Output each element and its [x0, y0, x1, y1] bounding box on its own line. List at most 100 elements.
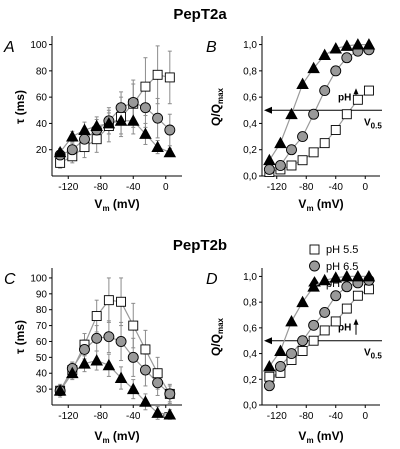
panel-b-point-ph55 [330, 125, 341, 135]
panel-d-point-ph55 [297, 346, 308, 356]
panel-b-point-ph65 [308, 108, 320, 120]
panel-d-point-ph76 [263, 359, 276, 372]
panel-a-point-ph76 [163, 145, 177, 158]
panel-b-point-ph76 [296, 77, 309, 89]
panel-a-ylabel: τ (ms) [13, 90, 27, 124]
panel-d-xtick-label: -80 [299, 411, 314, 422]
panel-a: A 20 40 60 80 100 -120 -80 -40 0 Vm (mV) τ (ms) [3, 36, 182, 213]
panel-b-ytick-label: 1,0 [243, 40, 257, 51]
legend-label-ph65: pH 6.5 [326, 261, 358, 273]
panel-c-ytick-label: 30 [36, 385, 48, 396]
panel-d-point-ph55 [330, 316, 341, 327]
panel-c-point-ph76 [151, 406, 164, 418]
panel-a-xtick-label: 0 [163, 182, 169, 193]
panel-b-xtick-label: -80 [299, 182, 314, 193]
panel-b-xtick-label: -120 [267, 182, 287, 193]
panel-c-point-ph65 [139, 364, 151, 376]
panel-d-point-ph55 [308, 335, 319, 346]
panel-c-point-ph65 [152, 377, 164, 389]
panel-a-xtick-label: -80 [94, 182, 109, 193]
panel-b-point-ph76 [340, 39, 354, 51]
panel-d-point-ph76 [329, 271, 343, 283]
panel-c-point-ph76 [66, 366, 79, 379]
panel-b-point-ph76 [351, 38, 365, 50]
panel-d-xtick-label: -40 [329, 411, 344, 422]
panel-c-point-ph55 [128, 320, 139, 331]
panel-a-point-ph65 [66, 144, 78, 156]
panel-c-point-ph55 [116, 296, 127, 307]
panel-a-ytick-label: 60 [36, 93, 48, 104]
panel-a-ytick-label: 40 [36, 119, 48, 130]
panel-d-point-ph76 [285, 314, 298, 327]
panel-d-line-ph76 [268, 275, 369, 367]
title-pept2b: PepT2b [173, 237, 227, 254]
panel-d-ytick-label: 0,2 [243, 375, 257, 386]
title-pept2a: PepT2a [173, 6, 227, 23]
panel-c-point-ph55 [152, 368, 163, 379]
panel-b-ytick-label: 0,2 [243, 145, 257, 156]
panel-b-arrow-icon [264, 106, 272, 114]
panel-d-ph-label: pH [338, 323, 351, 334]
panel-b-ytick-label: 0,4 [243, 119, 257, 130]
panel-c-ytick-label: 90 [36, 289, 48, 300]
panel-c-point-ph65 [103, 331, 115, 343]
panel-b-point-ph65 [286, 144, 297, 156]
panel-b-ytick-label: 0,0 [243, 172, 257, 183]
panel-c-point-ph76 [53, 384, 67, 396]
panel-c-point-ph76 [126, 382, 140, 395]
panel-d-line-ph65 [268, 279, 370, 386]
panel-d-point-ph65 [341, 281, 353, 293]
panel-d-arrow-icon [264, 337, 272, 345]
panel-b-ph-label: pH [338, 92, 351, 103]
legend-marker-ph55 [309, 244, 320, 255]
panel-b-xtick-label: 0 [362, 182, 368, 193]
panel-d-letter: D [206, 271, 218, 288]
panel-a-point-ph55 [91, 134, 102, 145]
legend-marker-ph65 [309, 260, 320, 272]
panel-d-ph-arrow-icon [353, 318, 359, 325]
panel-d-point-ph65 [297, 335, 309, 347]
panel-b-line-ph76 [268, 43, 369, 161]
panel-d-ytick-label: 0,6 [243, 323, 257, 334]
panel-d-point-ph55 [363, 284, 374, 295]
panel-a-point-ph55 [140, 81, 151, 92]
panel-c-point-ph65 [164, 388, 176, 400]
panel-c-point-ph76 [114, 371, 128, 383]
panel-a-point-ph76 [53, 145, 67, 158]
panel-d-point-ph65 [308, 319, 320, 331]
panel-c-point-ph65 [115, 336, 127, 347]
panel-d: D 0,0 0,2 0,4 0,6 0,8 1,0 -120 -80 -40 0 Vm (mV) Q/Q… [206, 268, 382, 445]
panel-c-ytick-label: 100 [30, 273, 47, 284]
panel-d-point-ph76 [307, 280, 320, 292]
panel-b-point-ph55 [363, 85, 374, 96]
panel-d-xtick-label: 0 [362, 411, 368, 422]
panel-c-ylabel: τ (ms) [13, 320, 27, 354]
panel-d-point-ph65 [263, 380, 275, 392]
panel-d-ytick-label: 0,4 [243, 349, 257, 360]
panel-a-ytick-label: 100 [30, 40, 47, 51]
panel-a-line-ph65 [59, 101, 171, 156]
panel-d-point-ph76 [340, 269, 354, 282]
panel-a-point-ph76 [66, 130, 79, 142]
panel-d-point-ph65 [286, 348, 297, 360]
panel-b-letter: B [206, 39, 217, 56]
panel-d-ytick-label: 0,8 [243, 298, 257, 309]
panel-c-point-ph65 [79, 343, 90, 355]
panel-a-xtick-label: -40 [126, 182, 141, 193]
panel-b-point-ph55 [308, 147, 319, 158]
panel-b-point-ph65 [319, 85, 331, 97]
panel-b-point-ph55 [352, 94, 363, 105]
panel-a-point-ph76 [102, 116, 116, 129]
panel-b-point-ph76 [329, 42, 343, 54]
panel-d-ytick-label: 1,0 [243, 272, 257, 283]
panel-b-point-ph76 [274, 136, 287, 149]
panel-b-point-ph76 [318, 48, 331, 61]
panel-a-point-ph76 [139, 127, 152, 139]
panel-c-point-ph76 [139, 395, 152, 407]
panel-a-point-ph65 [152, 112, 164, 124]
panel-d-point-ph55 [319, 325, 330, 336]
panel-b-point-ph76 [307, 61, 320, 74]
panel-a-xtick-label: -120 [58, 182, 78, 193]
